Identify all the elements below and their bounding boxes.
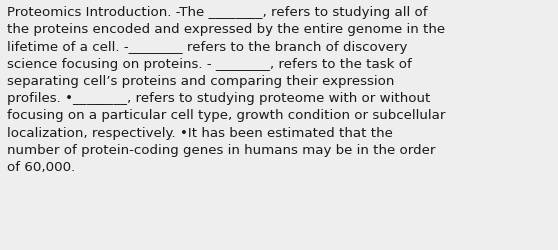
Text: Proteomics Introduction. -The ________, refers to studying all of
the proteins e: Proteomics Introduction. -The ________, …: [7, 6, 445, 173]
